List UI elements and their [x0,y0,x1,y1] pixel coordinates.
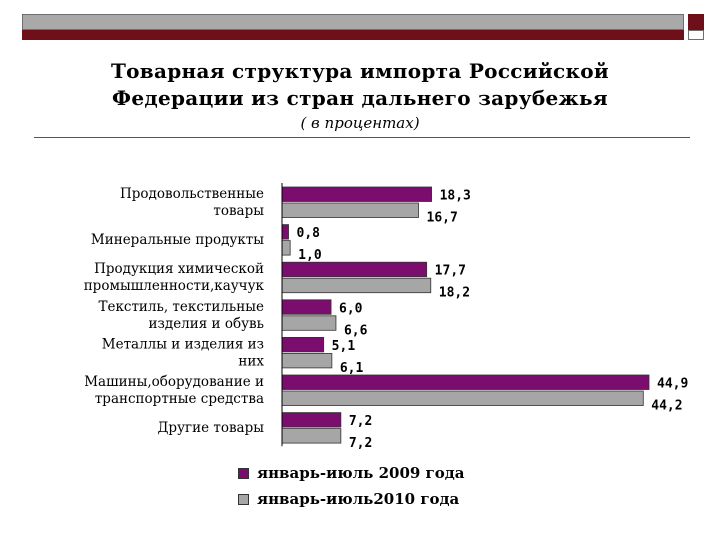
category-label-2-0: Продукция химической [94,261,264,277]
category-label-3-0: Текстиль, текстильные [98,299,264,315]
legend-item-2009: январь-июль 2009 года [238,460,464,486]
value-label-2009-6: 7,2 [349,414,372,429]
bar-2010-6 [281,428,342,444]
category-label-0-1: товары [213,203,264,219]
category-label-4-0: Металлы и изделия из [102,336,264,352]
bar-2010-1 [281,240,291,256]
value-label-2009-5: 44,9 [657,377,688,392]
bar-2009-0 [281,186,432,202]
title-line-1: Товарная структура импорта Российской [110,59,610,83]
legend-label-2009: январь-июль 2009 года [257,464,465,482]
bar-2010-4 [281,352,333,369]
value-label-2010-3: 6,6 [344,323,368,338]
header-red-square [688,14,704,30]
bar-2009-2 [281,261,428,278]
category-label-6-0: Другие товары [157,420,264,436]
legend-item-2010: январь-июль2010 года [238,486,464,512]
category-label-1-0: Минеральные продукты [91,232,264,248]
legend: январь-июль 2009 года январь-июль2010 го… [238,460,464,512]
value-label-2009-1: 0,8 [297,226,321,241]
value-label-2010-5: 44,2 [651,399,682,414]
chart-subtitle: ( в процентах) [300,114,420,132]
bar-2009-4 [281,336,325,353]
value-label-2010-1: 1,0 [298,248,322,263]
legend-label-2010: январь-июль2010 года [257,490,460,508]
value-label-2010-0: 16,7 [427,211,458,226]
legend-swatch-2009 [238,467,249,479]
category-label-5-1: транспортные средства [95,391,264,407]
header-white-square [688,30,704,40]
header-red-bar [22,30,684,40]
bar-2009-6 [281,412,342,428]
value-label-2010-6: 7,2 [349,436,372,451]
bar-2009-5 [281,374,650,390]
bar-2010-3 [281,315,337,331]
bar-2010-2 [281,277,432,294]
legend-swatch-2010 [238,493,249,505]
category-label-3-1: изделия и обувь [149,316,264,332]
header-gray-bar [22,14,684,30]
title-line-2: Федерации из стран дальнего зарубежья [112,86,608,110]
value-label-2009-4: 5,1 [332,339,356,354]
bar-2010-5 [281,390,644,406]
value-label-2009-2: 17,7 [435,264,466,279]
bar-2010-0 [281,202,419,218]
value-label-2010-4: 6,1 [340,361,364,376]
bar-2009-3 [281,299,332,315]
chart-title: Товарная структура импорта Российской Фе… [60,58,660,112]
title-divider [34,137,690,138]
category-label-4-1: них [238,353,264,369]
value-label-2009-0: 18,3 [440,189,471,204]
category-label-5-0: Машины,оборудование и [84,374,264,390]
category-label-2-1: промышленности,каучук [84,278,265,294]
bar-2009-1 [281,224,289,240]
category-label-0-0: Продовольственные [120,186,264,202]
value-label-2009-3: 6,0 [339,301,363,316]
value-label-2010-2: 18,2 [439,286,470,301]
